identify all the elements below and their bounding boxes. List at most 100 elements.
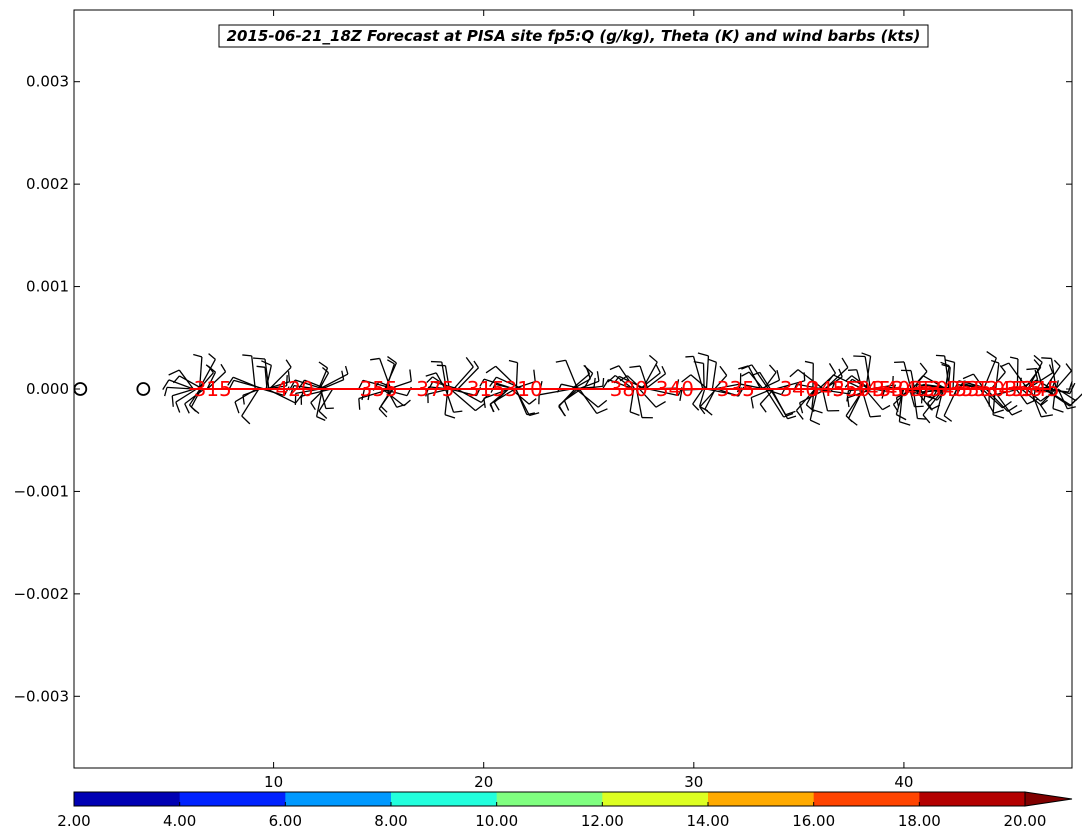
- wind-barb-flag: [759, 403, 767, 413]
- wind-barb-flag: [848, 369, 857, 371]
- colorbar-label: 4.00: [163, 812, 196, 830]
- wind-barb-staff: [268, 366, 292, 390]
- wind-barb-flag: [811, 408, 823, 414]
- wind-barb-flag: [1026, 367, 1038, 371]
- wind-barb-staff: [575, 388, 599, 408]
- theta-label: 375: [416, 377, 454, 401]
- wind-barb-staff: [380, 388, 393, 407]
- wind-barb-flag: [483, 398, 486, 408]
- wind-barb-flag: [256, 365, 266, 368]
- wind-barb-flag: [1040, 395, 1048, 402]
- wind-barb-flag: [768, 364, 777, 373]
- wind-barb-flag: [171, 395, 174, 407]
- wind-barb-staff: [981, 388, 1003, 409]
- wind-barb-staff: [386, 388, 398, 408]
- wind-barb-staff: [264, 358, 270, 390]
- chart-title-box: 2015-06-21_18Z Forecast at PISA site fp5…: [218, 24, 929, 48]
- wind-barb-flag: [253, 357, 266, 360]
- wind-barb-flag: [287, 371, 291, 382]
- wind-barb-staff: [449, 388, 477, 397]
- wind-barb-staff: [558, 388, 579, 406]
- wind-barb-flag: [916, 375, 924, 383]
- wind-barb-flag: [923, 391, 926, 400]
- wind-barb-flag: [1000, 362, 1010, 368]
- wind-barb-cluster: [1026, 357, 1082, 414]
- wind-barb-flag: [785, 410, 796, 416]
- theta-label: 350: [832, 377, 870, 401]
- wind-barb-cluster: [601, 354, 683, 419]
- calm-wind-marker: [136, 382, 151, 396]
- wind-barb-staff: [198, 372, 214, 390]
- wind-barb-cluster: [227, 354, 303, 425]
- wind-barb-staff: [864, 388, 883, 411]
- wind-barb-flag: [708, 358, 717, 363]
- wind-barb-flag: [172, 375, 180, 384]
- wind-barb-flag: [940, 361, 950, 367]
- wind-barb-staff: [1057, 388, 1076, 402]
- wind-barb-flag: [1075, 393, 1082, 402]
- colorbar-label: 20.00: [1004, 812, 1047, 830]
- wind-barb-staff: [319, 373, 349, 390]
- wind-barb-staff: [1036, 379, 1053, 390]
- wind-barb-staff: [952, 362, 956, 390]
- chart-title: 2015-06-21_18Z Forecast at PISA site fp5…: [227, 27, 921, 45]
- wind-barb-flag: [841, 357, 849, 368]
- wind-barb-flag: [378, 408, 388, 418]
- title-frame: [218, 24, 929, 48]
- wind-barb-flag: [853, 355, 866, 358]
- wind-barb-staff: [635, 388, 643, 418]
- wind-barb-flag: [465, 357, 474, 368]
- wind-barb-staff: [496, 376, 523, 390]
- wind-barb-flag: [539, 380, 543, 390]
- wind-barb-cluster: [912, 354, 958, 424]
- wind-barb-flag: [227, 376, 234, 386]
- colorbar-segment: [285, 792, 392, 806]
- x-tick-label: 20: [474, 773, 493, 791]
- wind-barb-flag: [847, 397, 850, 408]
- wind-barb-flag: [655, 364, 661, 374]
- colorbar-label: 14.00: [687, 812, 730, 830]
- wind-barb-flag: [426, 376, 434, 383]
- wind-barb-staff: [990, 371, 1006, 390]
- wind-barb-staff: [797, 369, 824, 390]
- colorbar-extend-arrow: [1024, 791, 1073, 807]
- wind-barb-flag: [387, 356, 397, 364]
- wind-barb-staff: [444, 388, 455, 413]
- wind-barb-flag: [485, 365, 497, 374]
- wind-barb-staff: [824, 367, 849, 390]
- wind-barb-staff: [453, 366, 474, 390]
- wind-barb-staff: [206, 371, 217, 390]
- wind-barb-flag: [828, 363, 837, 374]
- theta-label: 345: [986, 377, 1024, 401]
- wind-barb-staff: [565, 360, 579, 390]
- wind-barb-staff: [648, 388, 679, 397]
- wind-barb-staff: [1016, 358, 1019, 390]
- colorbar-segment: [708, 792, 815, 806]
- wind-barb-staff: [898, 388, 904, 422]
- wind-barb-flag: [533, 369, 536, 382]
- wind-barb-staff: [847, 388, 864, 419]
- wind-barb-flag: [241, 415, 251, 425]
- wind-barb-flag: [992, 414, 1005, 419]
- wind-barb-staff: [747, 365, 762, 390]
- wind-barb-flag: [629, 411, 640, 416]
- theta-label: 340: [780, 377, 818, 401]
- wind-barb-staff: [692, 388, 704, 405]
- wind-barb-staff: [178, 369, 194, 390]
- wind-barb-flag: [428, 381, 434, 390]
- wind-barb-staff: [914, 388, 932, 410]
- wind-barb-flag: [917, 417, 926, 420]
- wind-barb-flag: [935, 416, 947, 423]
- wind-barb-flag: [295, 394, 303, 404]
- wind-barb-flag: [609, 365, 620, 371]
- wind-barb-flag: [882, 404, 891, 411]
- wind-barb-staff: [301, 388, 332, 397]
- wind-barb-staff: [1036, 368, 1044, 390]
- wind-barb-flag: [681, 374, 692, 383]
- wind-barb-staff: [166, 386, 194, 390]
- wind-barb-staff: [577, 380, 600, 390]
- wind-barb-flag: [1065, 363, 1073, 372]
- wind-barb-staff: [435, 372, 446, 390]
- theta-label: 315: [194, 377, 232, 401]
- wind-barb-flag: [869, 415, 881, 418]
